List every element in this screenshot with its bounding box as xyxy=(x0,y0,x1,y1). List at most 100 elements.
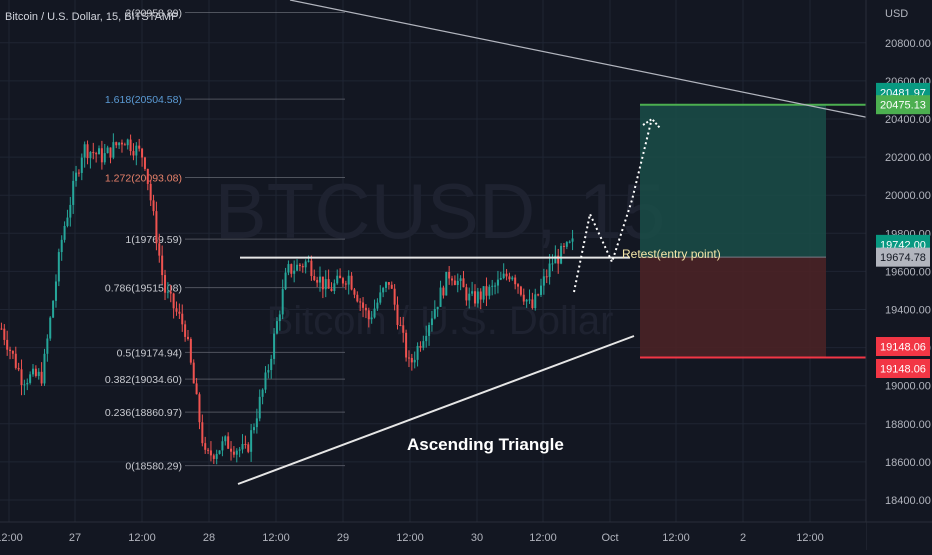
candle-body xyxy=(362,302,365,308)
candle-body xyxy=(534,294,537,309)
candle-body xyxy=(138,145,141,149)
candle-body xyxy=(184,324,187,337)
candle-body xyxy=(476,291,479,304)
candle-body xyxy=(118,142,121,146)
candle-body xyxy=(307,260,310,262)
candle-body xyxy=(207,449,210,451)
price-tag-bg xyxy=(876,358,930,378)
candle-body xyxy=(370,317,373,320)
candle-body xyxy=(301,266,304,268)
price-tag-value: 19148.06 xyxy=(880,341,926,353)
candle-body xyxy=(11,350,14,354)
candle-body xyxy=(158,243,161,256)
fib-level-label: 0.382(19034.60) xyxy=(105,374,182,386)
time-tick-label: 12:00 xyxy=(662,532,690,544)
price-tag-bg xyxy=(876,247,930,267)
candle-body xyxy=(26,382,29,385)
candle-body xyxy=(330,288,333,291)
candle-body xyxy=(17,367,20,370)
candle-body xyxy=(100,148,103,163)
candle-body xyxy=(75,172,78,181)
candle-body xyxy=(115,142,118,146)
candle-body xyxy=(422,341,425,348)
candle-body xyxy=(465,287,468,301)
fib-level-label: 0(18580.29) xyxy=(125,461,182,473)
candle-body xyxy=(508,276,511,280)
candle-body xyxy=(416,345,419,360)
candle-body xyxy=(456,280,459,285)
symbol-title[interactable]: Bitcoin / U.S. Dollar, 15, BITSTAMP xyxy=(5,11,178,23)
long-trend-line xyxy=(289,0,881,121)
candle-body xyxy=(52,300,55,318)
candle-body xyxy=(164,275,167,293)
candle-body xyxy=(482,286,485,300)
time-tick-label: 12:00 xyxy=(128,532,156,544)
candle-body xyxy=(562,245,565,247)
candle-body xyxy=(126,139,129,146)
currency-label: USD xyxy=(885,8,908,20)
candle-body xyxy=(112,142,115,158)
candle-body xyxy=(252,427,255,431)
candle-body xyxy=(499,278,502,280)
candle-body xyxy=(459,278,462,281)
price-tag-value: 20475.13 xyxy=(880,100,926,112)
candle-body xyxy=(436,306,439,310)
candle-body xyxy=(95,153,98,155)
candle-body xyxy=(560,245,563,264)
time-tick-label: 28 xyxy=(203,532,215,544)
candle-body xyxy=(350,275,353,290)
candle-body xyxy=(270,358,273,371)
price-tag-bg xyxy=(876,336,930,356)
candle-body xyxy=(399,324,402,326)
candle-body xyxy=(32,368,35,375)
price-tick-label: 19600.00 xyxy=(885,266,931,278)
candle-body xyxy=(519,286,522,295)
candle-body xyxy=(290,264,293,274)
candle-body xyxy=(517,284,520,287)
candle-body xyxy=(146,168,149,184)
long-position-tool[interactable] xyxy=(640,103,866,359)
candle-body xyxy=(9,349,12,351)
candle-body xyxy=(387,282,390,285)
candle-body xyxy=(37,371,40,376)
fibonacci-retracement[interactable]: 2(20958.89) 1.618(20504.58) 1.272(20093.08… xyxy=(105,8,345,473)
candle-body xyxy=(313,276,316,281)
candle-body xyxy=(298,264,301,267)
candle-body xyxy=(221,441,224,451)
price-tick-label: 18800.00 xyxy=(885,419,931,431)
fib-level-label: 0.5(19174.94) xyxy=(117,347,182,359)
candle-body xyxy=(347,275,350,285)
candle-body xyxy=(181,313,184,325)
candle-body xyxy=(304,261,307,268)
candle-body xyxy=(14,353,17,368)
time-tick-label: 29 xyxy=(337,532,349,544)
candle-body xyxy=(410,357,413,363)
candle-body xyxy=(215,453,218,459)
time-axis[interactable] xyxy=(0,522,866,550)
candle-body xyxy=(258,396,261,419)
candle-body xyxy=(339,275,342,279)
candle-body xyxy=(20,369,23,386)
retest-entry-label: Retest(entry point) xyxy=(622,247,721,261)
price-tick-label: 18400.00 xyxy=(885,495,931,507)
candle-body xyxy=(293,270,296,274)
candle-body xyxy=(479,291,482,300)
candle-body xyxy=(385,282,388,288)
candle-body xyxy=(218,450,221,454)
candle-body xyxy=(46,338,49,354)
candle-body xyxy=(393,288,396,305)
price-tag-value: 19674.78 xyxy=(880,252,926,264)
candle-body xyxy=(522,294,525,302)
candle-body xyxy=(430,318,433,326)
candle-body xyxy=(514,277,517,285)
candle-body xyxy=(373,308,376,318)
candle-body xyxy=(123,144,126,146)
candle-body xyxy=(60,239,63,253)
trend-drawings[interactable] xyxy=(237,0,881,485)
time-tick-label: 12:00 xyxy=(529,532,557,544)
candle-body xyxy=(66,217,69,226)
candle-body xyxy=(72,180,75,205)
candle-body xyxy=(0,328,3,330)
candle-body xyxy=(448,271,451,279)
